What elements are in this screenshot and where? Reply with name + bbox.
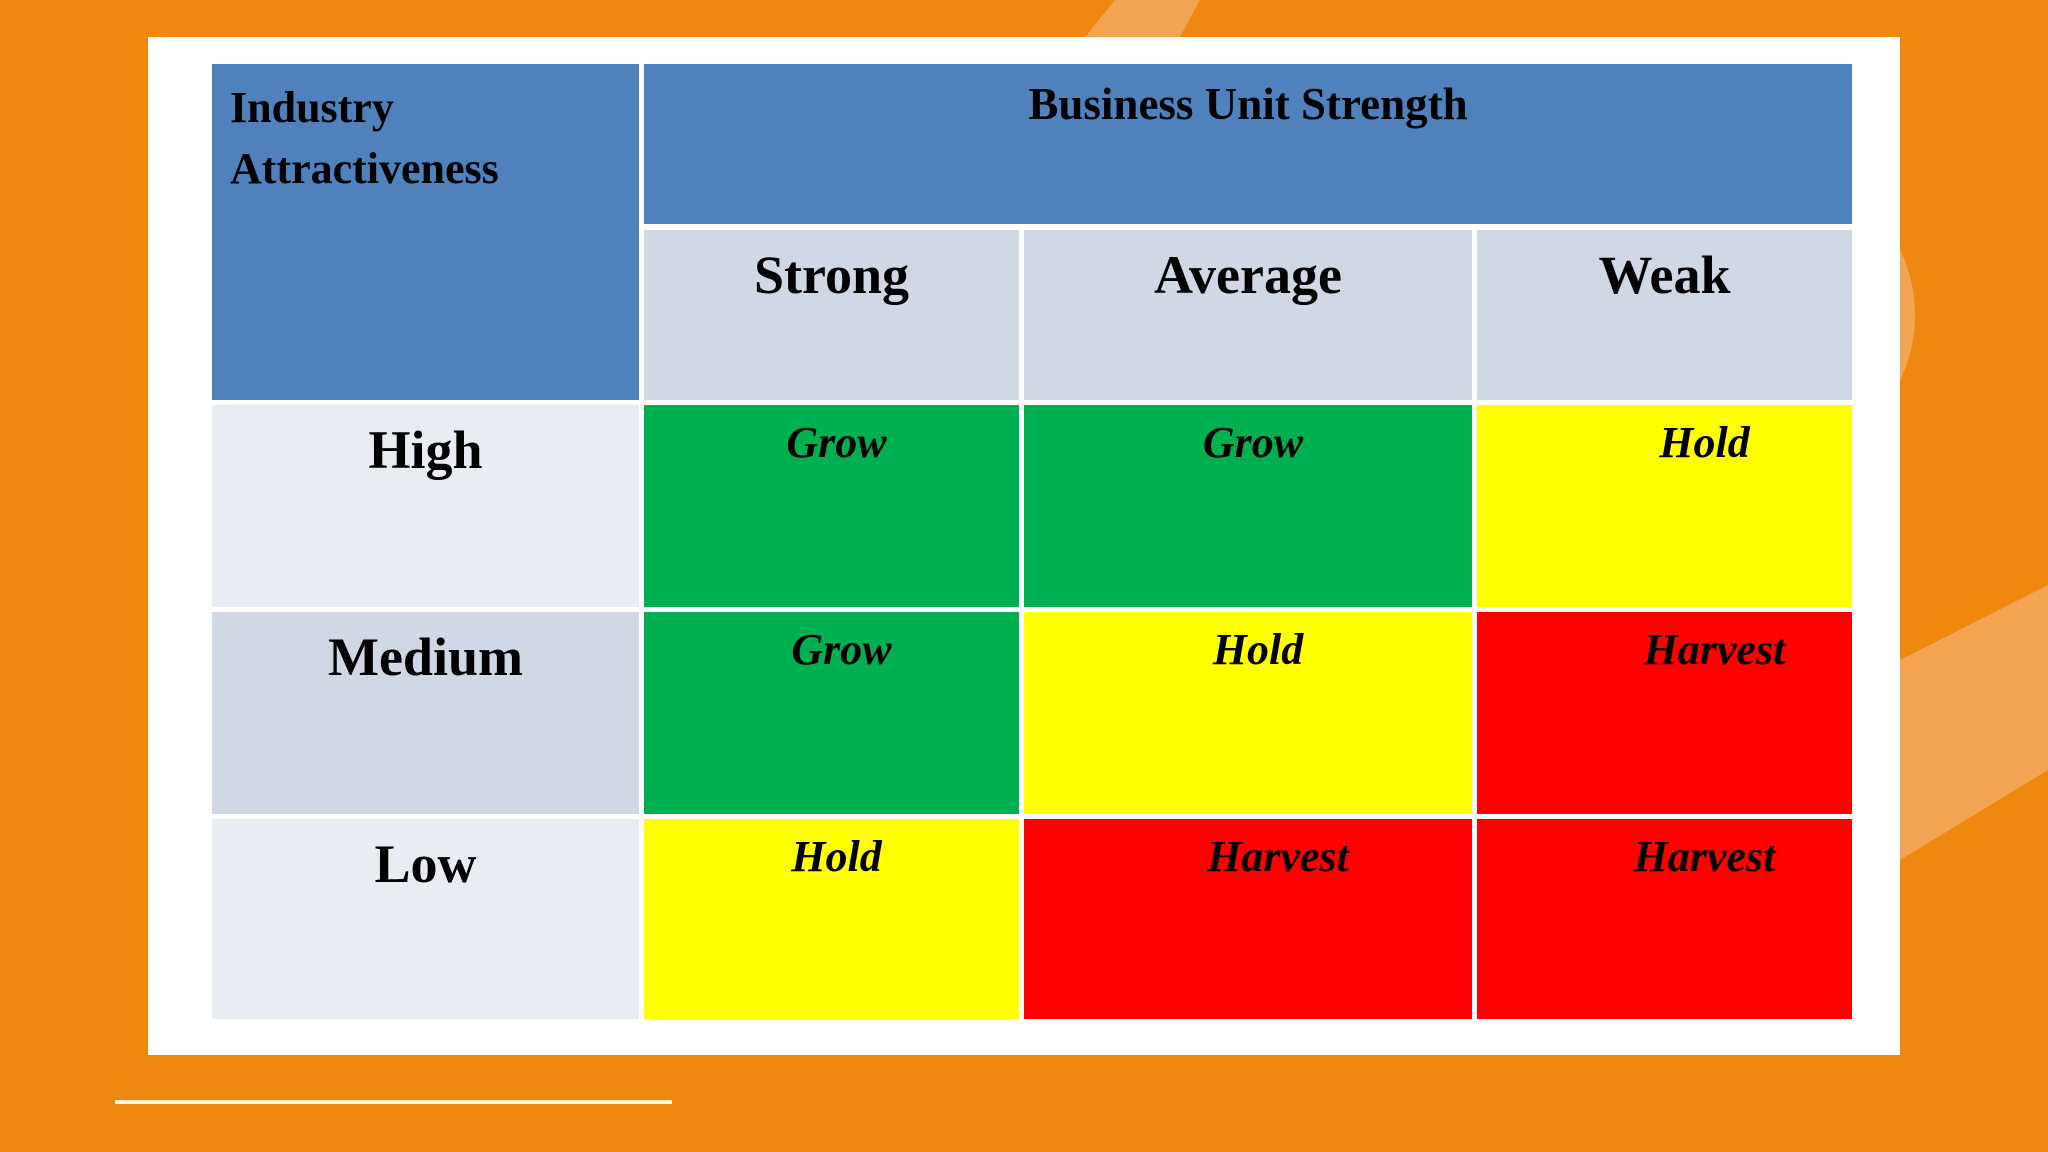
cell-low-strong: Hold: [644, 819, 1019, 1019]
cell-high-average: Grow: [1024, 405, 1472, 607]
column-header-weak: Weak: [1477, 230, 1852, 400]
column-group-header: Business Unit Strength: [644, 64, 1852, 224]
cell-medium-weak: Harvest: [1477, 612, 1852, 814]
cell-low-weak: Harvest: [1477, 819, 1852, 1019]
cell-high-weak: Hold: [1477, 405, 1852, 607]
slide-card: Industry Attractiveness Business Unit St…: [148, 37, 1900, 1055]
row-header-high: High: [212, 405, 639, 607]
footer-divider-line: [115, 1100, 672, 1104]
cell-medium-strong: Grow: [644, 612, 1019, 814]
cell-high-strong: Grow: [644, 405, 1019, 607]
row-header-medium: Medium: [212, 612, 639, 814]
row-header-low: Low: [212, 819, 639, 1019]
cell-low-average: Harvest: [1024, 819, 1472, 1019]
cell-medium-average: Hold: [1024, 612, 1472, 814]
corner-header: Industry Attractiveness: [212, 64, 639, 400]
corner-label: Industry Attractiveness: [230, 83, 499, 193]
column-group-label: Business Unit Strength: [1028, 79, 1468, 129]
column-header-average: Average: [1024, 230, 1472, 400]
ge-mckinsey-matrix: Industry Attractiveness Business Unit St…: [212, 64, 1852, 1064]
column-header-strong: Strong: [644, 230, 1019, 400]
